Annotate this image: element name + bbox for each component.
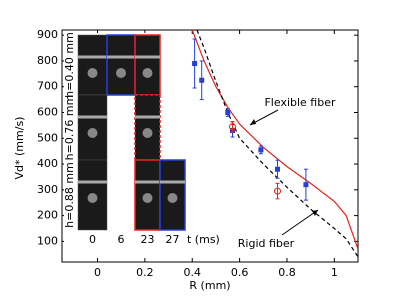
inset-row-label: h=0.40 mm bbox=[63, 32, 76, 98]
inset-row-label: h=0.76 mm bbox=[63, 95, 76, 161]
x-tick-label: 0 bbox=[94, 266, 101, 279]
arrow bbox=[281, 209, 319, 236]
y-tick-label: 100 bbox=[37, 234, 58, 247]
curve bbox=[191, 30, 358, 250]
drop bbox=[142, 193, 153, 203]
drop bbox=[87, 128, 98, 138]
point bbox=[273, 187, 281, 195]
drop bbox=[142, 128, 153, 138]
photo bbox=[77, 94, 108, 161]
point bbox=[274, 166, 280, 172]
photo bbox=[134, 34, 161, 96]
x-tick-label: 0.8 bbox=[278, 266, 296, 279]
point bbox=[303, 182, 309, 188]
drop bbox=[87, 193, 98, 203]
y-tick-label: 500 bbox=[37, 131, 58, 144]
drop bbox=[116, 68, 126, 78]
x-axis-label: R (mm) bbox=[189, 279, 230, 292]
arrow-head bbox=[312, 210, 318, 216]
curve bbox=[196, 30, 358, 258]
y-tick-label: 600 bbox=[37, 105, 58, 118]
point bbox=[225, 109, 231, 115]
x-tick-label: 0.6 bbox=[231, 266, 249, 279]
point bbox=[258, 147, 264, 153]
photo bbox=[159, 159, 186, 231]
y-tick-label: 900 bbox=[37, 28, 58, 41]
inset-time-label: 27 bbox=[166, 233, 180, 246]
point bbox=[228, 123, 236, 131]
photo bbox=[134, 94, 161, 161]
y-axis-label: Vd* (mm/s) bbox=[13, 117, 26, 180]
drop bbox=[142, 68, 153, 78]
point bbox=[192, 61, 198, 67]
inset-time-label: 0 bbox=[89, 233, 96, 246]
y-tick-label: 800 bbox=[37, 54, 58, 67]
x-tick-label: 0.2 bbox=[136, 266, 154, 279]
inset: h=0.40 mmh=0.76 mmh=0.88 mm 0 6 23 27 t (ms) bbox=[63, 32, 220, 248]
annotation: Flexible fiber bbox=[264, 96, 336, 109]
inset-time-label: 23 bbox=[141, 233, 155, 246]
photo bbox=[77, 34, 108, 96]
inset-time-axis-label: t (ms) bbox=[187, 233, 220, 246]
inset-row-label: h=0.88 mm bbox=[63, 162, 76, 228]
point bbox=[199, 77, 205, 83]
arrow-head bbox=[250, 119, 256, 125]
annotation: Rigid fiber bbox=[238, 237, 295, 250]
drop bbox=[167, 193, 178, 203]
drop bbox=[87, 68, 98, 78]
photo bbox=[106, 34, 136, 96]
y-tick-label: 200 bbox=[37, 209, 58, 222]
y-tick-label: 400 bbox=[37, 157, 58, 170]
x-tick-label: 0.4 bbox=[183, 266, 201, 279]
y-tick-label: 700 bbox=[37, 80, 58, 93]
y-tick-label: 300 bbox=[37, 183, 58, 196]
x-tick-label: 1 bbox=[331, 266, 338, 279]
inset-time-label: 6 bbox=[118, 233, 125, 246]
